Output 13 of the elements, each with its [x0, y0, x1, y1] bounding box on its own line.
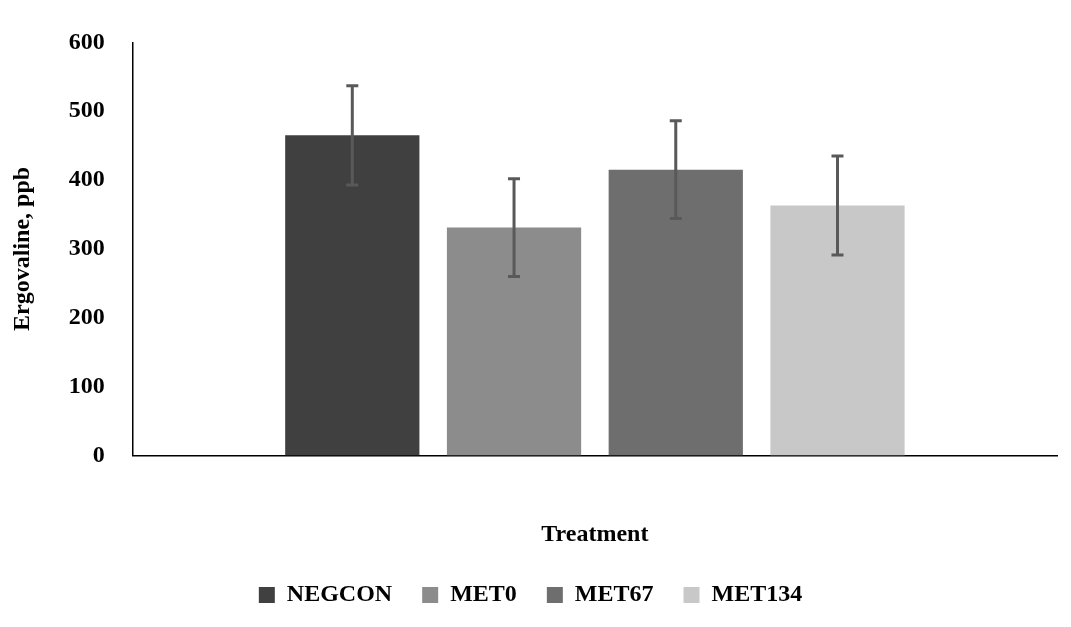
y-tick-label: 100 [68, 371, 105, 398]
legend-label: MET0 [450, 580, 517, 607]
y-tick-label: 600 [68, 27, 105, 54]
y-tick-label: 300 [68, 234, 105, 261]
legend-label: MET134 [711, 580, 803, 607]
y-tick-label: 200 [68, 302, 105, 329]
y-tick-label: 500 [68, 96, 105, 123]
y-axis-title: Ergovaline, ppb [7, 166, 34, 331]
y-tick-label: 0 [92, 440, 105, 467]
legend-label: MET67 [574, 580, 654, 607]
x-axis-title: Treatment [541, 519, 649, 546]
legend-label: NEGCON [286, 580, 393, 607]
y-tick-label: 400 [68, 165, 105, 192]
